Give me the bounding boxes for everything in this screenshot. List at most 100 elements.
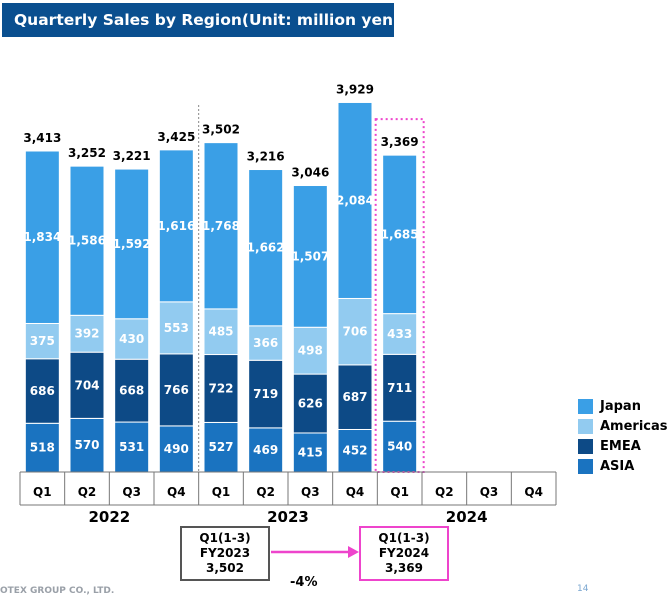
segment-label-americas-1: 392 — [74, 327, 99, 341]
x-tick-label-11: Q4 — [524, 485, 543, 499]
segment-label-emea-5: 719 — [253, 387, 278, 401]
x-tick-label-10: Q3 — [480, 485, 499, 499]
x-tick-label-8: Q1 — [390, 485, 409, 499]
segment-label-japan-1: 1,586 — [68, 234, 106, 248]
year-label-2022: 2022 — [88, 508, 130, 526]
comparison-arrow-head — [348, 546, 359, 558]
segment-label-emea-0: 686 — [30, 384, 55, 398]
total-label-1: 3,252 — [68, 146, 106, 160]
segment-label-emea-6: 626 — [298, 397, 323, 411]
legend-swatch-emea — [578, 438, 593, 454]
segment-label-asia-0: 518 — [30, 441, 55, 455]
legend-item-emea: EMEA — [578, 436, 668, 456]
segment-label-emea-3: 766 — [164, 383, 189, 397]
year-label-2024: 2024 — [446, 508, 488, 526]
segment-label-japan-2: 1,592 — [113, 237, 151, 251]
total-label-4: 3,502 — [202, 123, 240, 137]
chart-title: Quarterly Sales by Region(Unit: million … — [2, 3, 400, 37]
segment-label-americas-4: 485 — [208, 325, 233, 339]
segment-label-americas-7: 706 — [342, 325, 367, 339]
segment-label-emea-2: 668 — [119, 384, 144, 398]
total-label-7: 3,929 — [336, 82, 374, 96]
x-tick-label-2: Q3 — [122, 485, 141, 499]
bar-segment-asia-2 — [114, 421, 150, 473]
comparison-curr-value: 3,369 — [385, 561, 423, 575]
bar-segment-emea-2 — [114, 358, 150, 423]
segment-label-emea-1: 704 — [74, 378, 99, 392]
comparison-prev-year: FY2023 — [199, 546, 251, 560]
total-label-0: 3,413 — [23, 131, 61, 145]
x-tick-label-0: Q1 — [33, 485, 52, 499]
comparison-curr-year: FY2024 — [378, 546, 430, 560]
comparison-prev-value: 3,502 — [206, 561, 244, 575]
bar-segment-emea-6 — [292, 373, 328, 434]
x-tick-label-7: Q4 — [346, 485, 365, 499]
bar-segment-emea-4 — [203, 354, 239, 423]
bar-segment-asia-4 — [203, 421, 239, 473]
segment-label-americas-3: 553 — [164, 321, 189, 335]
bar-segment-japan-1 — [69, 165, 105, 316]
segment-label-emea-8: 711 — [387, 381, 412, 395]
segment-label-americas-0: 375 — [30, 334, 55, 348]
segment-label-emea-7: 687 — [342, 390, 367, 404]
bar-segment-emea-5 — [248, 359, 284, 429]
segment-label-japan-8: 1,685 — [381, 227, 419, 241]
bar-segment-japan-3 — [158, 149, 194, 303]
segment-label-asia-1: 570 — [74, 438, 99, 452]
legend-label-asia: ASIA — [600, 458, 635, 474]
segment-label-japan-3: 1,616 — [157, 219, 195, 233]
comparison-prev-period: Q1(1-3) — [199, 531, 251, 545]
bar-segment-asia-3 — [158, 425, 194, 473]
bar-segment-japan-8 — [382, 154, 418, 315]
segment-label-japan-4: 1,768 — [202, 219, 240, 233]
bar-segment-americas-4 — [203, 308, 239, 356]
segment-label-asia-7: 452 — [342, 444, 367, 458]
highlight-frame — [374, 118, 425, 473]
segment-label-asia-4: 527 — [208, 440, 233, 454]
comparison-box-fy2024: Q1(1-3) FY2024 3,369 — [359, 526, 449, 581]
comparison-curr-period: Q1(1-3) — [378, 531, 430, 545]
bar-segment-emea-7 — [337, 364, 373, 430]
footer-company: OTEX GROUP CO., LTD. — [0, 586, 115, 596]
change-percent: -4% — [290, 575, 318, 590]
x-tick-label-6: Q3 — [301, 485, 320, 499]
segment-label-japan-7: 2,084 — [336, 193, 374, 207]
bar-segment-japan-4 — [203, 142, 239, 310]
legend-swatch-asia — [578, 458, 593, 474]
bar-segment-japan-6 — [292, 185, 328, 328]
x-tick-label-9: Q2 — [435, 485, 454, 499]
segment-label-japan-0: 1,834 — [23, 230, 61, 244]
total-label-5: 3,216 — [247, 150, 285, 164]
legend-label-japan: Japan — [600, 398, 641, 414]
legend-label-emea: EMEA — [600, 438, 641, 454]
segment-label-japan-5: 1,662 — [247, 241, 285, 255]
segment-label-americas-5: 366 — [253, 336, 278, 350]
segment-label-asia-2: 531 — [119, 440, 144, 454]
x-tick-label-5: Q2 — [256, 485, 275, 499]
x-tick-label-3: Q4 — [167, 485, 186, 499]
x-tick-label-4: Q1 — [212, 485, 231, 499]
segment-label-asia-8: 540 — [387, 440, 412, 454]
legend: Japan Americas EMEA ASIA — [578, 396, 668, 476]
legend-swatch-americas — [578, 418, 593, 434]
total-label-8: 3,369 — [381, 135, 419, 149]
legend-swatch-japan — [578, 398, 593, 414]
bar-segment-emea-8 — [382, 353, 418, 422]
bar-segment-asia-7 — [337, 428, 373, 473]
bar-segment-japan-5 — [248, 169, 284, 327]
legend-item-americas: Americas — [578, 416, 668, 436]
bar-segment-asia-0 — [24, 422, 60, 473]
x-tick-label-1: Q2 — [78, 485, 97, 499]
segment-label-japan-6: 1,507 — [291, 249, 329, 263]
segment-label-americas-8: 433 — [387, 327, 412, 341]
segment-label-americas-2: 430 — [119, 332, 144, 346]
bar-segment-asia-6 — [292, 432, 328, 473]
bar-segment-japan-0 — [24, 150, 60, 324]
bar-segment-americas-1 — [69, 314, 105, 353]
bar-segment-americas-3 — [158, 301, 194, 355]
segment-label-americas-6: 498 — [298, 344, 323, 358]
bar-segment-americas-0 — [24, 322, 60, 360]
year-label-2023: 2023 — [267, 508, 309, 526]
segment-label-emea-4: 722 — [208, 381, 233, 395]
